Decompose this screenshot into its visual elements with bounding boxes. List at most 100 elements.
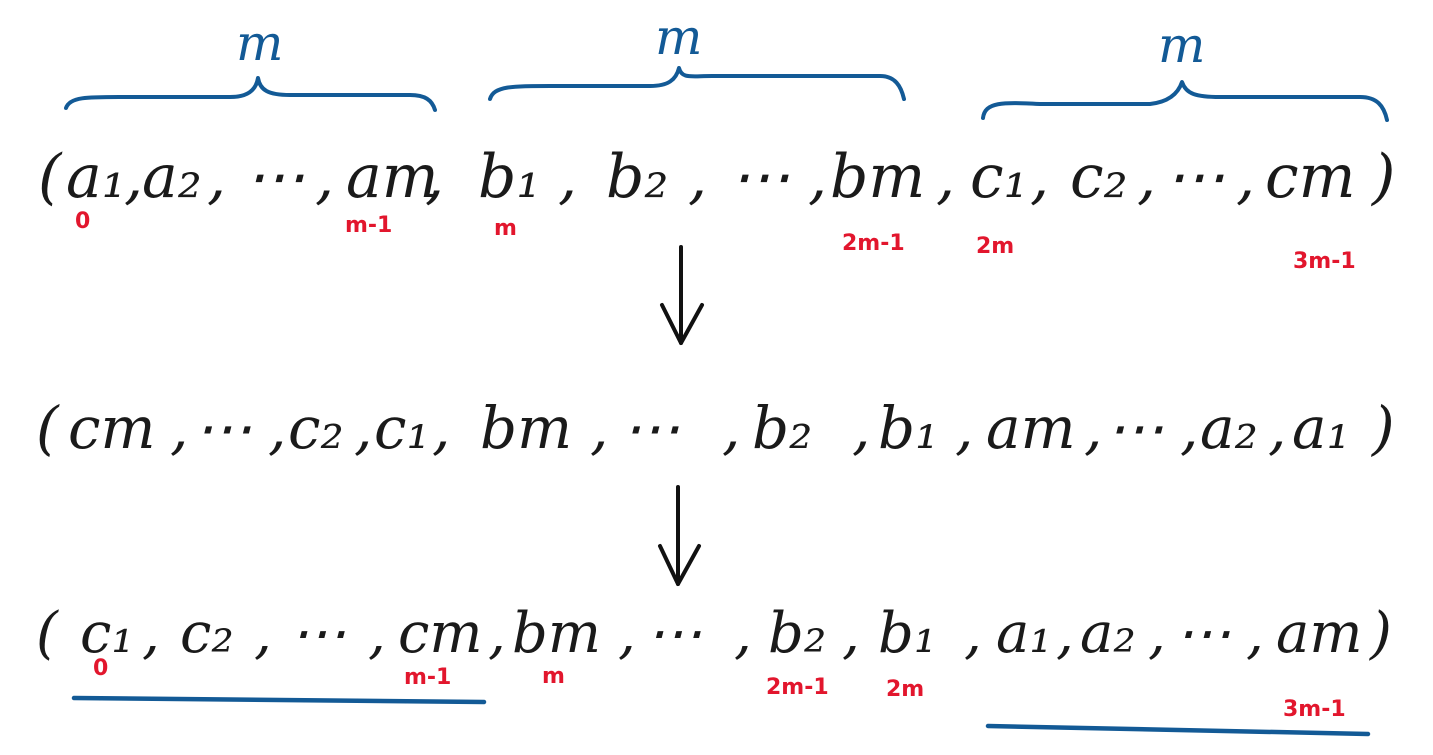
row3-comma: , xyxy=(964,601,982,666)
row2-comma: , xyxy=(1268,394,1286,462)
row1-indices: 0 m-1 m 2m-1 2m 3m-1 xyxy=(75,209,1356,274)
row2-c2: c₂ xyxy=(288,394,344,462)
row1-a1: a₁ xyxy=(66,142,126,212)
row1-b1: b₁ xyxy=(478,142,540,212)
row2-c1: c₁ xyxy=(374,394,430,462)
row3-comma: , xyxy=(254,601,272,666)
row1-ellipsis-c: ⋯ xyxy=(1165,142,1225,212)
row-original: ( a₁ , a₂ , ⋯ , am , b₁ , b₂ , ⋯ , bm , … xyxy=(38,142,1395,212)
brace-b xyxy=(488,66,906,101)
row3-index-0: 0 xyxy=(93,656,108,681)
row2-bm: bm xyxy=(480,394,572,462)
row1-comma: , xyxy=(1236,142,1255,212)
row3-index-3m-1: 3m-1 xyxy=(1283,697,1346,722)
arrow-down-icon xyxy=(660,245,704,345)
row1-index-m: m xyxy=(494,216,517,241)
row1-comma: , xyxy=(207,142,226,212)
brace-a xyxy=(64,76,437,112)
brace-group-c: m xyxy=(981,16,1389,122)
row2-a2: a₂ xyxy=(1200,394,1258,462)
row3-a1: a₁ xyxy=(996,601,1052,666)
row2-comma: , xyxy=(590,394,608,462)
row3-comma: , xyxy=(618,601,636,666)
row3-comma: , xyxy=(734,601,752,666)
row3-open-paren: ( xyxy=(36,601,59,666)
row3-bm: bm xyxy=(512,601,601,666)
row3-comma: , xyxy=(488,601,506,666)
row2-comma: , xyxy=(955,394,973,462)
row1-open-paren: ( xyxy=(38,142,63,212)
brace-a-label: m xyxy=(236,14,283,72)
row1-bm: bm xyxy=(830,142,925,212)
row1-a2: a₂ xyxy=(142,142,202,212)
row2-comma: , xyxy=(268,394,286,462)
row1-index-0: 0 xyxy=(75,209,90,234)
row2-close-paren: ) xyxy=(1370,394,1395,462)
brace-group-a: m xyxy=(64,14,437,112)
row3-index-m: m xyxy=(542,664,565,689)
row2-comma: , xyxy=(1180,394,1198,462)
row3-c2: c₂ xyxy=(180,601,234,666)
row1-comma: , xyxy=(315,142,334,212)
row1-comma: , xyxy=(808,142,827,212)
row3-index-2m: 2m xyxy=(886,677,924,702)
brace-group-b: m xyxy=(488,8,906,101)
row2-comma: , xyxy=(1084,394,1102,462)
underline-a-block xyxy=(985,723,1371,737)
row1-ellipsis-a: ⋯ xyxy=(245,142,305,212)
row3-indices: 0 m-1 m 2m-1 2m 3m-1 xyxy=(93,656,1346,722)
underline-c-block xyxy=(71,695,487,705)
row3-b2: b₂ xyxy=(768,601,826,666)
row3-b1: b₁ xyxy=(878,601,936,666)
row2-comma: , xyxy=(354,394,372,462)
row1-comma: , xyxy=(1030,142,1049,212)
brace-c-label: m xyxy=(1158,16,1205,74)
row3-comma: , xyxy=(1246,601,1264,666)
row3-a2: a₂ xyxy=(1080,601,1136,666)
arrow-down-icon xyxy=(658,485,701,586)
row1-index-2m: 2m xyxy=(976,234,1014,259)
row1-cm: cm xyxy=(1265,142,1356,212)
row-reversed: ( cm , ⋯ , c₂ , c₁ , bm , ⋯ , b₂ , b₁ , … xyxy=(36,394,1395,462)
row1-comma: , xyxy=(1137,142,1156,212)
row3-comma: , xyxy=(842,601,860,666)
row3-comma: , xyxy=(1148,601,1166,666)
row1-comma: , xyxy=(688,142,707,212)
row1-c2: c₂ xyxy=(1070,142,1128,212)
row1-index-3m-1: 3m-1 xyxy=(1293,249,1356,274)
row2-am: am xyxy=(986,394,1076,462)
brace-c xyxy=(981,80,1389,122)
row3-ellipsis-b: ⋯ xyxy=(646,601,702,666)
row3-c1: c₁ xyxy=(80,601,134,666)
row3-comma: , xyxy=(142,601,160,666)
row1-comma: , xyxy=(425,142,444,212)
brace-b-label: m xyxy=(655,8,702,66)
row3-am: am xyxy=(1276,601,1363,666)
row1-comma: , xyxy=(124,142,143,212)
row3-close-paren: ) xyxy=(1369,601,1392,666)
row2-b2: b₂ xyxy=(752,394,812,462)
row-rotated: ( c₁ , c₂ , ⋯ , cm , bm , ⋯ , b₂ , b₁ , … xyxy=(36,601,1392,666)
row1-close-paren: ) xyxy=(1370,142,1395,212)
row2-b1: b₁ xyxy=(878,394,938,462)
row1-index-m-1: m-1 xyxy=(345,213,392,238)
row2-ellipsis-a: ⋯ xyxy=(1106,394,1164,462)
row3-ellipsis-a: ⋯ xyxy=(1175,601,1231,666)
row2-ellipsis-b: ⋯ xyxy=(622,394,680,462)
row3-comma: , xyxy=(368,601,386,666)
row2-comma: , xyxy=(170,394,188,462)
row2-comma: , xyxy=(432,394,450,462)
row3-index-m-1: m-1 xyxy=(404,665,451,690)
row3-index-2m-1: 2m-1 xyxy=(766,675,829,700)
row2-a1: a₁ xyxy=(1292,394,1350,462)
row3-cm: cm xyxy=(398,601,482,666)
row2-cm: cm xyxy=(68,394,155,462)
row1-comma: , xyxy=(558,142,577,212)
row3-comma: , xyxy=(1056,601,1074,666)
row2-ellipsis-c: ⋯ xyxy=(194,394,252,462)
row1-comma: , xyxy=(936,142,955,212)
row1-index-2m-1: 2m-1 xyxy=(842,231,905,256)
row3-ellipsis-c: ⋯ xyxy=(290,601,346,666)
row2-comma: , xyxy=(852,394,870,462)
